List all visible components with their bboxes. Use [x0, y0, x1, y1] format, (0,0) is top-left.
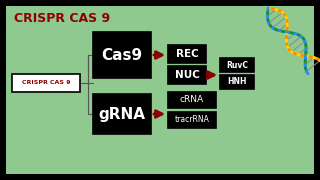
Text: CRISPR CAS 9: CRISPR CAS 9	[22, 80, 70, 86]
Bar	[12, 74, 80, 92]
Bar	[93, 32, 151, 78]
Text: REC: REC	[176, 49, 198, 59]
Bar	[168, 66, 206, 84]
Bar	[93, 94, 151, 134]
Bar	[168, 45, 206, 63]
Text: CRISPR CAS 9: CRISPR CAS 9	[14, 12, 110, 25]
Bar	[220, 58, 254, 72]
Text: HNH: HNH	[227, 78, 247, 87]
Text: cRNA: cRNA	[180, 96, 204, 105]
Text: NUC: NUC	[175, 70, 199, 80]
Text: tracrRNA: tracrRNA	[175, 116, 209, 125]
Bar	[168, 92, 216, 108]
Bar	[220, 75, 254, 89]
Text: RuvC: RuvC	[226, 60, 248, 69]
Bar	[168, 112, 216, 128]
Text: gRNA: gRNA	[99, 107, 146, 122]
Text: Cas9: Cas9	[101, 48, 143, 62]
